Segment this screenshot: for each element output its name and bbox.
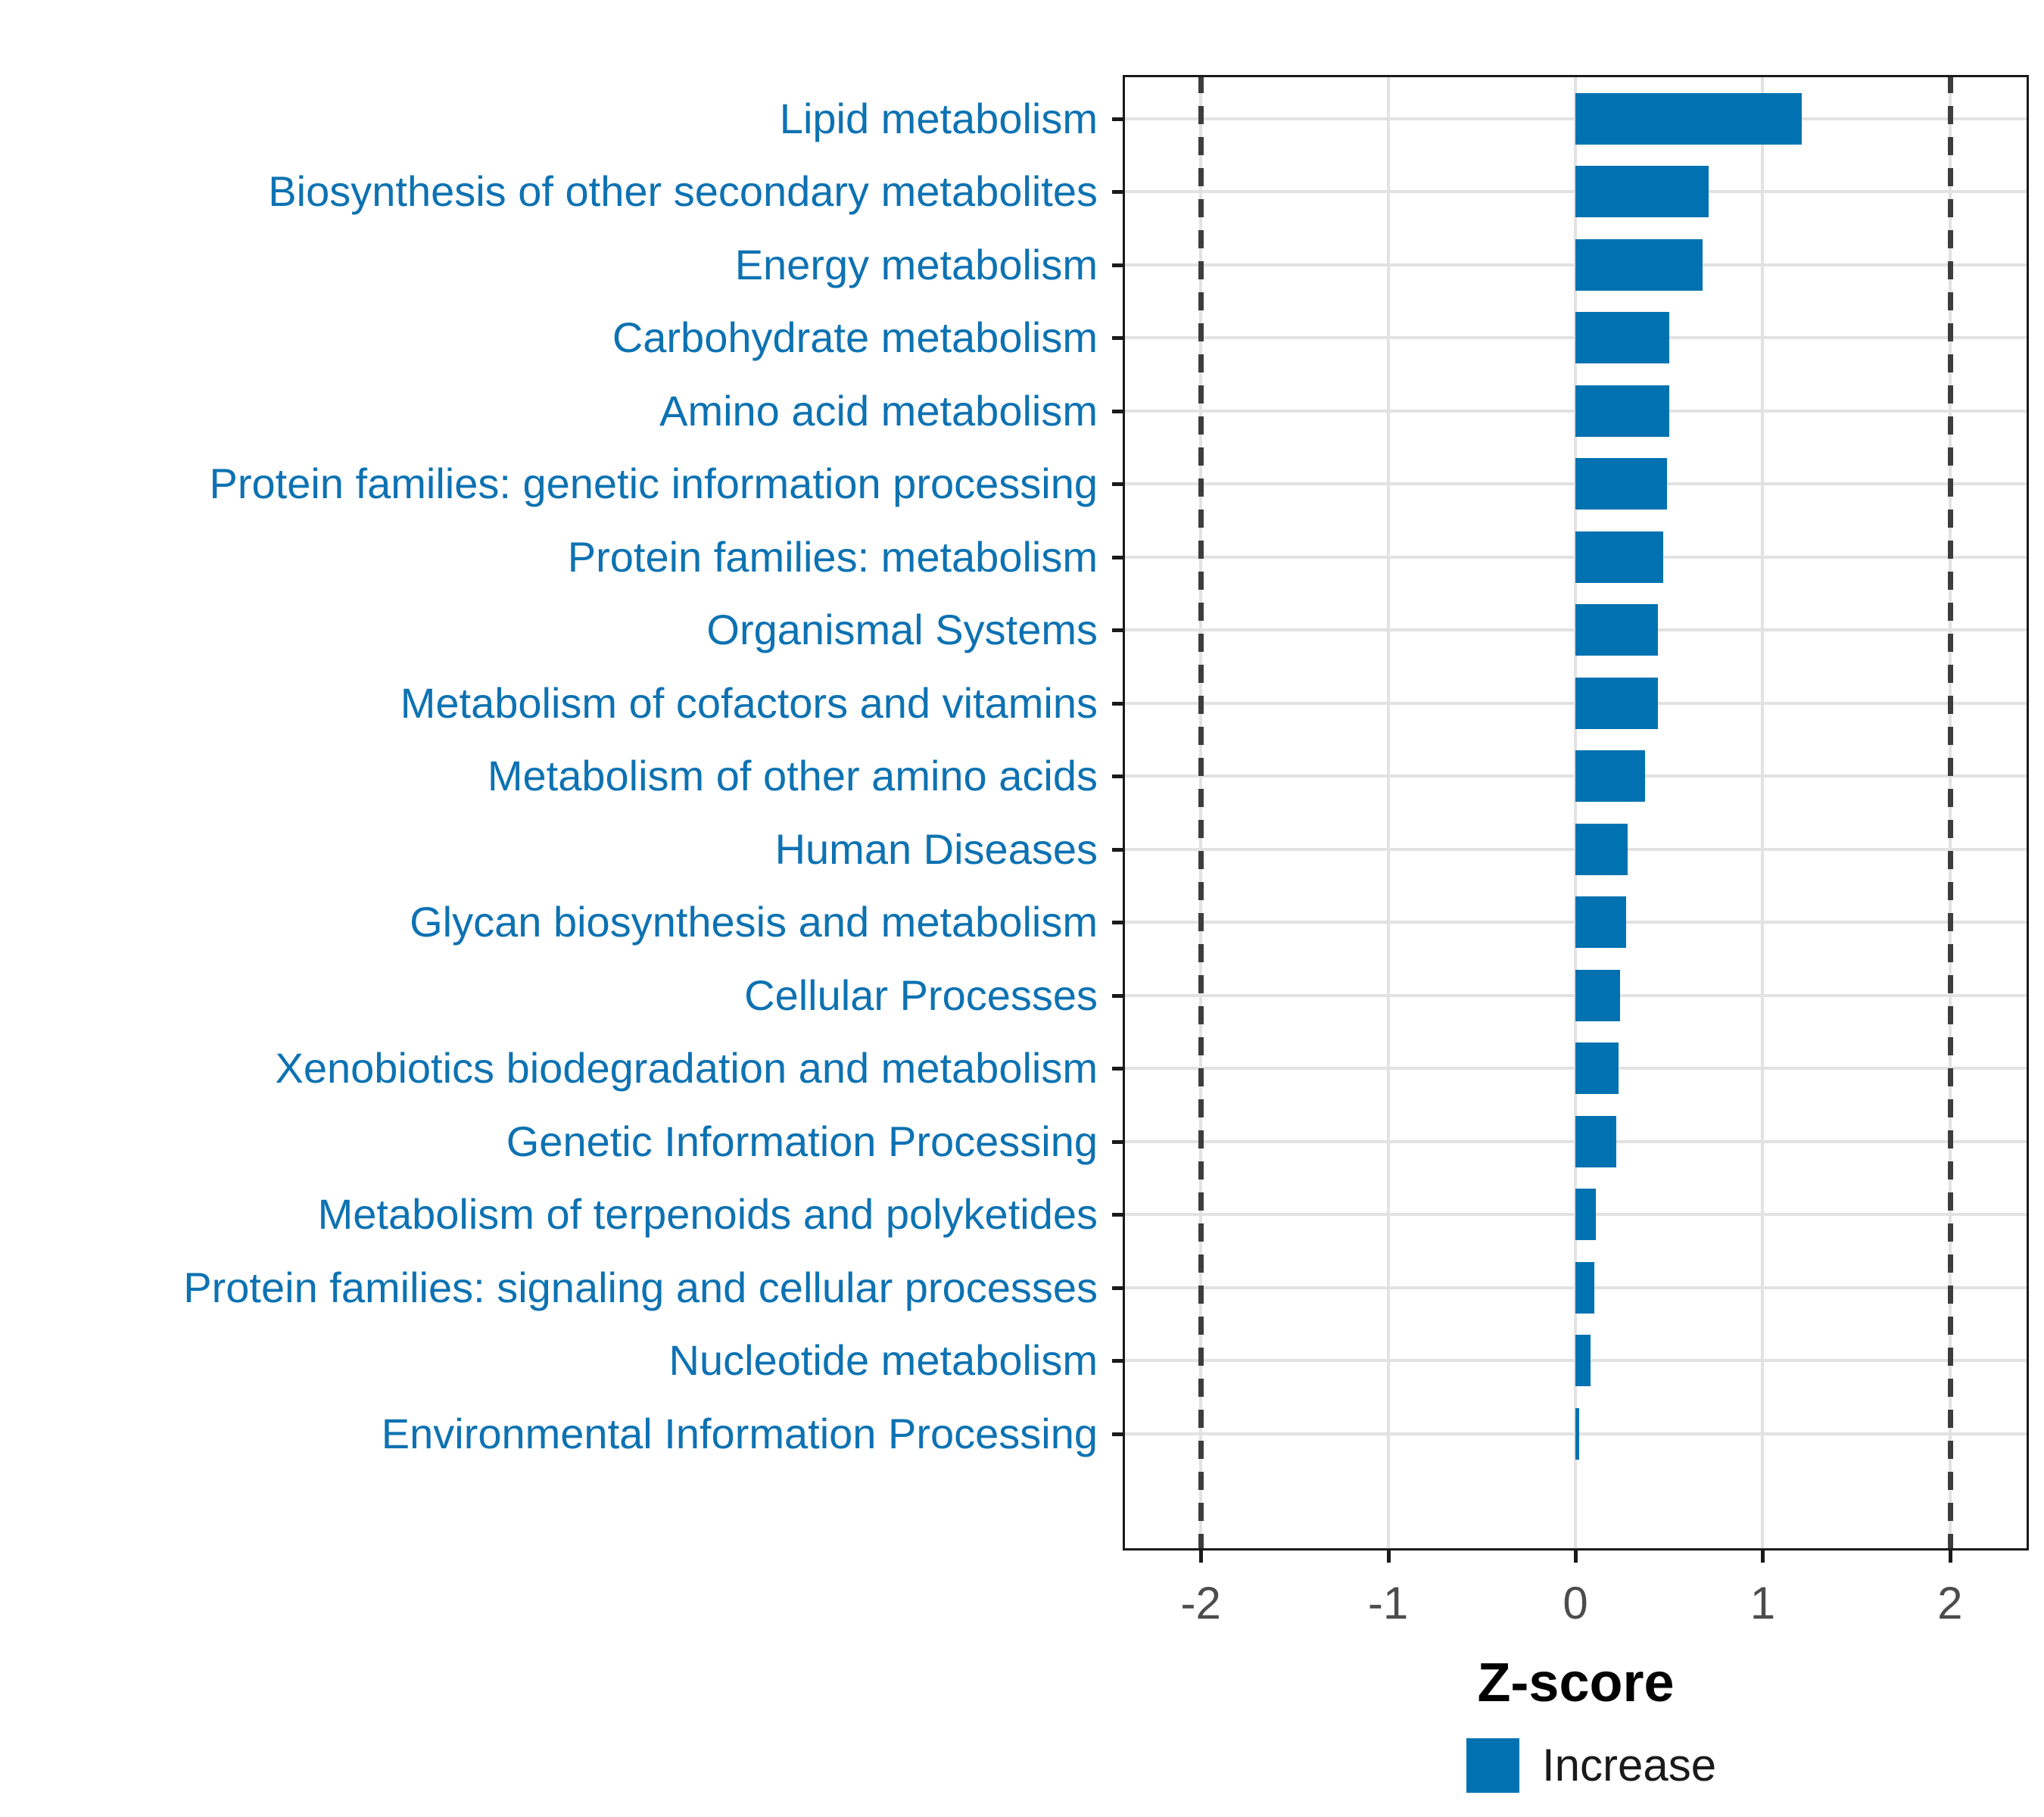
y-axis-tick bbox=[1112, 190, 1123, 195]
y-axis-tick bbox=[1112, 1286, 1123, 1290]
bar bbox=[1575, 312, 1669, 364]
y-axis-tick bbox=[1112, 993, 1123, 998]
bar bbox=[1575, 92, 1802, 145]
x-axis-tick bbox=[1574, 1551, 1578, 1563]
y-axis-category-label: Nucleotide metabolism bbox=[668, 1336, 1098, 1385]
y-axis-tick bbox=[1112, 847, 1123, 852]
y-axis-category-label: Lipid metabolism bbox=[779, 94, 1098, 142]
y-axis-tick bbox=[1112, 117, 1123, 121]
y-axis-category-label: Environmental Information Processing bbox=[381, 1409, 1098, 1457]
plot-panel bbox=[1123, 75, 2029, 1551]
y-axis-tick bbox=[1112, 482, 1123, 487]
bar bbox=[1575, 750, 1645, 803]
y-axis-category-label: Protein families: signaling and cellular… bbox=[183, 1263, 1098, 1311]
x-axis-tick-label: -1 bbox=[1367, 1578, 1409, 1628]
x-gridline bbox=[1574, 75, 1577, 1551]
legend: Increase bbox=[1466, 1738, 1716, 1793]
y-axis-tick bbox=[1112, 263, 1123, 267]
y-axis-category-label: Metabolism of terpenoids and polyketides bbox=[317, 1190, 1098, 1239]
x-axis-tick-label: 2 bbox=[1937, 1578, 1963, 1628]
bar bbox=[1575, 1189, 1596, 1241]
y-axis-category-label: Carbohydrate metabolism bbox=[612, 313, 1098, 362]
y-axis-tick bbox=[1112, 409, 1123, 413]
y-axis-tick bbox=[1112, 1139, 1123, 1144]
y-axis-category-label: Glycan biosynthesis and metabolism bbox=[410, 898, 1098, 946]
y-axis-tick bbox=[1112, 336, 1123, 341]
x-axis-tick-label: 1 bbox=[1750, 1578, 1776, 1628]
bar bbox=[1575, 1043, 1619, 1095]
x-axis-title: Z-score bbox=[1477, 1653, 1675, 1713]
y-axis-category-label: Metabolism of other amino acids bbox=[487, 752, 1098, 800]
y-axis-category-label: Xenobiotics biodegradation and metabolis… bbox=[275, 1044, 1098, 1092]
bar bbox=[1575, 823, 1628, 875]
y-axis-category-label: Protein families: metabolism bbox=[567, 532, 1098, 581]
y-axis-tick bbox=[1112, 1067, 1123, 1071]
bar bbox=[1575, 458, 1667, 510]
bar bbox=[1575, 531, 1663, 583]
y-axis-category-label: Cellular Processes bbox=[744, 971, 1098, 1019]
legend-label: Increase bbox=[1542, 1740, 1717, 1791]
x-axis-tick-label: -2 bbox=[1180, 1578, 1221, 1628]
bar bbox=[1575, 166, 1709, 218]
y-axis-tick bbox=[1112, 1359, 1123, 1364]
reference-dashed-line bbox=[1947, 75, 1953, 1551]
y-axis-category-label: Amino acid metabolism bbox=[659, 386, 1098, 435]
x-gridline bbox=[1761, 75, 1765, 1551]
y-axis-tick bbox=[1112, 774, 1123, 779]
bar bbox=[1575, 238, 1703, 291]
reference-dashed-line bbox=[1198, 75, 1204, 1551]
bar bbox=[1575, 604, 1658, 656]
bar bbox=[1575, 1335, 1591, 1387]
y-axis-category-label: Metabolism of cofactors and vitamins bbox=[400, 678, 1098, 727]
x-axis-tick bbox=[1761, 1551, 1765, 1563]
bar bbox=[1575, 969, 1620, 1021]
y-axis-tick bbox=[1112, 701, 1123, 706]
bar bbox=[1575, 385, 1669, 437]
y-axis-tick bbox=[1112, 555, 1123, 559]
y-axis-tick bbox=[1112, 1213, 1123, 1217]
bar bbox=[1575, 896, 1626, 949]
x-axis-tick bbox=[1199, 1551, 1204, 1563]
y-axis-category-label: Protein families: genetic information pr… bbox=[209, 460, 1098, 508]
y-axis-category-label: Genetic Information Processing bbox=[506, 1117, 1098, 1165]
x-axis-tick-label: 0 bbox=[1563, 1578, 1588, 1628]
legend-swatch bbox=[1466, 1738, 1519, 1793]
x-axis-tick bbox=[1386, 1551, 1391, 1563]
bar bbox=[1575, 1407, 1579, 1460]
y-axis-tick bbox=[1112, 628, 1123, 633]
bar bbox=[1575, 677, 1658, 729]
y-axis-tick bbox=[1112, 1432, 1123, 1436]
bar bbox=[1575, 1115, 1616, 1167]
y-axis-category-label: Human Diseases bbox=[774, 824, 1098, 873]
y-axis-category-label: Energy metabolism bbox=[734, 240, 1098, 288]
x-axis-tick bbox=[1948, 1551, 1952, 1563]
y-axis-category-label: Organismal Systems bbox=[706, 606, 1098, 654]
x-gridline bbox=[1386, 75, 1390, 1551]
y-axis-category-label: Biosynthesis of other secondary metaboli… bbox=[268, 167, 1098, 216]
bar bbox=[1575, 1261, 1594, 1314]
y-axis-tick bbox=[1112, 921, 1123, 925]
